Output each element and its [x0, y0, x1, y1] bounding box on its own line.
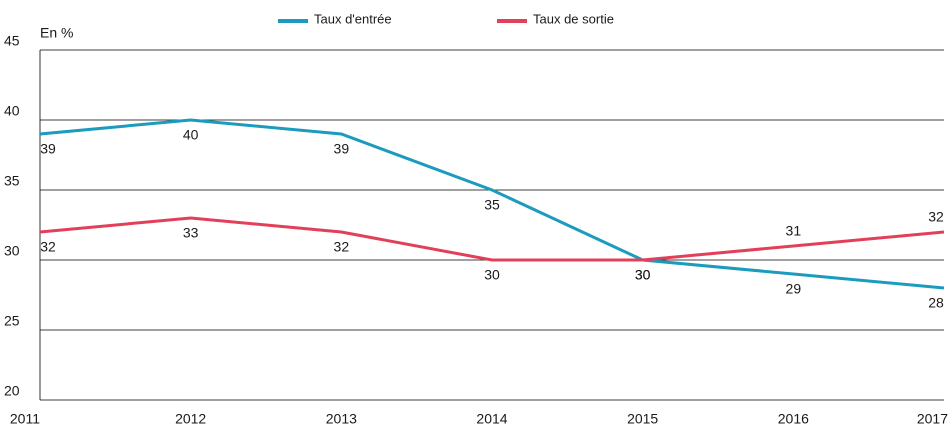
- legend-label: Taux d'entrée: [314, 11, 392, 26]
- y-tick-label: 20: [4, 383, 20, 399]
- x-tick-label: 2011: [10, 411, 40, 427]
- data-label: 35: [484, 197, 500, 213]
- data-label: 29: [786, 281, 802, 297]
- x-tick-label: 2016: [778, 411, 809, 427]
- y-tick-label: 40: [4, 103, 20, 119]
- data-label: 39: [334, 141, 350, 157]
- data-label: 28: [928, 295, 944, 311]
- y-axis-label: En %: [40, 25, 73, 41]
- x-tick-label: 2015: [627, 411, 658, 427]
- data-label: 30: [635, 267, 651, 283]
- data-label: 32: [334, 239, 350, 255]
- data-label: 33: [183, 225, 199, 241]
- data-label: 31: [786, 223, 802, 239]
- data-label: 40: [183, 127, 199, 143]
- x-tick-label: 2013: [326, 411, 357, 427]
- series-line: [39, 118, 945, 290]
- data-label: 30: [635, 267, 651, 283]
- y-tick-label: 25: [4, 313, 20, 329]
- data-label: 30: [484, 267, 500, 283]
- y-tick-label: 45: [4, 33, 20, 49]
- data-label: 39: [40, 141, 56, 157]
- data-label: 32: [928, 209, 944, 225]
- data-label: 32: [40, 239, 56, 255]
- x-tick-label: 2014: [476, 411, 507, 427]
- y-tick-label: 30: [4, 243, 20, 259]
- x-tick-label: 2012: [175, 411, 206, 427]
- legend-label: Taux de sortie: [533, 11, 614, 26]
- y-tick-label: 35: [4, 173, 20, 189]
- x-tick-label: 2017: [917, 411, 948, 427]
- series-line: [39, 216, 945, 262]
